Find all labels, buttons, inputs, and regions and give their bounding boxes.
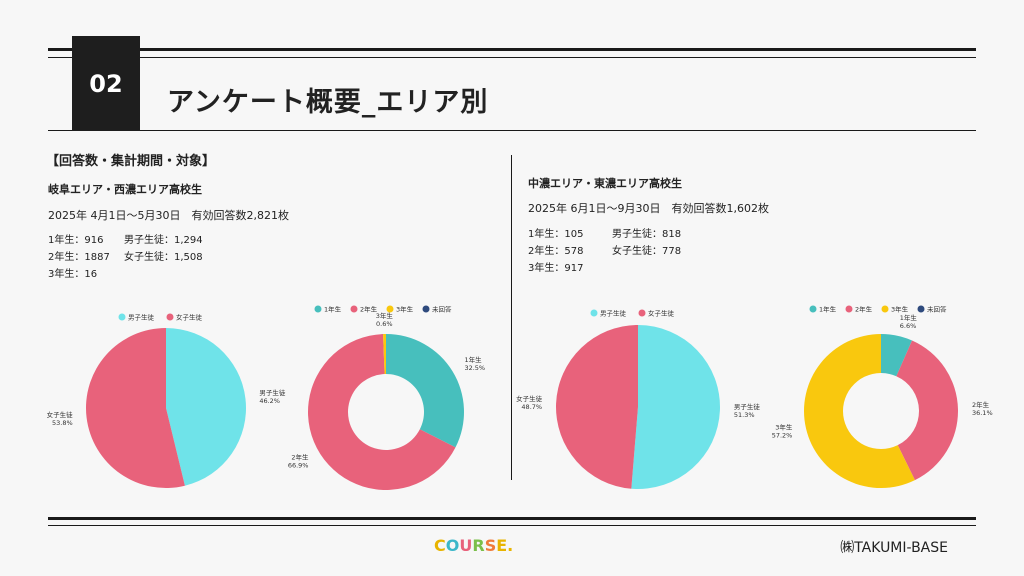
slice-value-label: 36.1% bbox=[972, 409, 993, 417]
pie-slice[interactable] bbox=[556, 325, 638, 489]
pie-slice[interactable] bbox=[386, 334, 465, 448]
legend-marker bbox=[350, 305, 358, 313]
slice-value-label: 48.7% bbox=[521, 403, 542, 411]
legend-label[interactable]: 3年生 bbox=[396, 305, 414, 314]
legend-marker bbox=[422, 305, 430, 313]
legend-marker bbox=[917, 305, 925, 313]
stat: 3年生：917 bbox=[528, 263, 584, 274]
company-name: ㈱TAKUMI-BASE bbox=[840, 540, 948, 556]
left-period: 2025年 4月1日〜5月30日 有効回答数2,821枚 bbox=[48, 209, 289, 222]
slice-value-label: 32.5% bbox=[464, 364, 485, 372]
slice-label: 2年生 bbox=[291, 453, 309, 462]
slice-value-label: 51.3% bbox=[734, 411, 755, 419]
legend-marker bbox=[166, 313, 174, 321]
slice-value-label: 46.2% bbox=[259, 397, 280, 405]
legend-label[interactable]: 3年生 bbox=[891, 305, 909, 314]
legend-marker bbox=[881, 305, 889, 313]
slice-value-label: 53.8% bbox=[52, 419, 73, 427]
pie-slice[interactable] bbox=[804, 333, 915, 488]
legend-label[interactable]: 男子生徒 bbox=[128, 313, 155, 322]
slice-value-label: 57.2% bbox=[772, 432, 793, 440]
stat: 3年生：16 bbox=[48, 269, 98, 280]
pie-slice[interactable] bbox=[881, 334, 913, 377]
stat: 2年生：1887 bbox=[48, 252, 110, 263]
slice-label: 1年生 bbox=[900, 313, 918, 322]
legend-label[interactable]: 男子生徒 bbox=[600, 309, 627, 318]
slice-label: 2年生 bbox=[972, 400, 990, 409]
right-gender-counts: 男子生徒：818 女子生徒：778 bbox=[612, 226, 681, 260]
pie-slice[interactable] bbox=[166, 328, 247, 486]
stat: 男子生徒：818 bbox=[612, 229, 682, 240]
right-grade-counts: 1年生：105 2年生：578 3年生：917 bbox=[528, 226, 583, 277]
legend-label[interactable]: 女子生徒 bbox=[648, 309, 675, 318]
legend-label[interactable]: 未回答 bbox=[432, 305, 452, 314]
legend-label[interactable]: 女子生徒 bbox=[176, 313, 203, 322]
header-rule-thick bbox=[48, 48, 976, 51]
pie-slice[interactable] bbox=[896, 340, 958, 481]
stat: 2年生：578 bbox=[528, 246, 584, 257]
section-number: 02 bbox=[72, 36, 140, 131]
header-rule-bottom bbox=[48, 130, 976, 131]
slice-label: 1年生 bbox=[464, 355, 482, 364]
stat: 女子生徒：1,508 bbox=[124, 252, 203, 263]
slice-value-label: 6.6% bbox=[900, 322, 917, 330]
header-rule-thin bbox=[48, 57, 976, 58]
page-title: アンケート概要_エリア別 bbox=[167, 87, 489, 118]
footer-rule-thin bbox=[48, 525, 976, 526]
legend-label[interactable]: 未回答 bbox=[927, 305, 947, 314]
legend-label[interactable]: 2年生 bbox=[360, 305, 378, 314]
legend-label[interactable]: 1年生 bbox=[324, 305, 342, 314]
right-period: 2025年 6月1日〜9月30日 有効回答数1,602枚 bbox=[528, 202, 769, 215]
legend-label[interactable]: 2年生 bbox=[855, 305, 873, 314]
section-heading: 【回答数・集計期間・対象】 bbox=[46, 154, 216, 169]
slice-label: 3年生 bbox=[775, 423, 793, 432]
stat: 女子生徒：778 bbox=[612, 246, 682, 257]
pie-slice[interactable] bbox=[308, 334, 456, 491]
left-gender-counts: 男子生徒：1,294 女子生徒：1,508 bbox=[124, 232, 203, 266]
legend-label[interactable]: 1年生 bbox=[819, 305, 837, 314]
pie-slice[interactable] bbox=[631, 325, 721, 489]
legend-marker bbox=[314, 305, 322, 313]
legend-marker bbox=[638, 309, 646, 317]
legend-marker bbox=[386, 305, 394, 313]
slice-label: 男子生徒 bbox=[734, 402, 761, 411]
stat: 1年生：105 bbox=[528, 229, 584, 240]
stat: 男子生徒：1,294 bbox=[124, 235, 203, 246]
right-area-title: 中濃エリア・東濃エリア高校生 bbox=[528, 177, 682, 190]
left-grade-counts: 1年生：916 2年生：1887 3年生：16 bbox=[48, 232, 110, 283]
legend-marker bbox=[118, 313, 126, 321]
slice-label: 女子生徒 bbox=[516, 394, 543, 403]
slice-label: 3年生 bbox=[376, 311, 394, 320]
stat: 1年生：916 bbox=[48, 235, 104, 246]
slice-value-label: 0.6% bbox=[376, 320, 393, 328]
legend-marker bbox=[590, 309, 598, 317]
footer-rule-thick bbox=[48, 517, 976, 520]
left-area-title: 岐阜エリア・西濃エリア高校生 bbox=[48, 183, 202, 196]
pie-slice[interactable] bbox=[86, 328, 185, 488]
course-logo: COURSE. bbox=[434, 536, 514, 555]
legend-marker bbox=[845, 305, 853, 313]
column-divider bbox=[511, 155, 512, 480]
slice-value-label: 66.9% bbox=[288, 462, 309, 470]
slice-label: 男子生徒 bbox=[259, 388, 286, 397]
slice-label: 女子生徒 bbox=[47, 410, 74, 419]
legend-marker bbox=[809, 305, 817, 313]
pie-slice[interactable] bbox=[383, 334, 386, 375]
